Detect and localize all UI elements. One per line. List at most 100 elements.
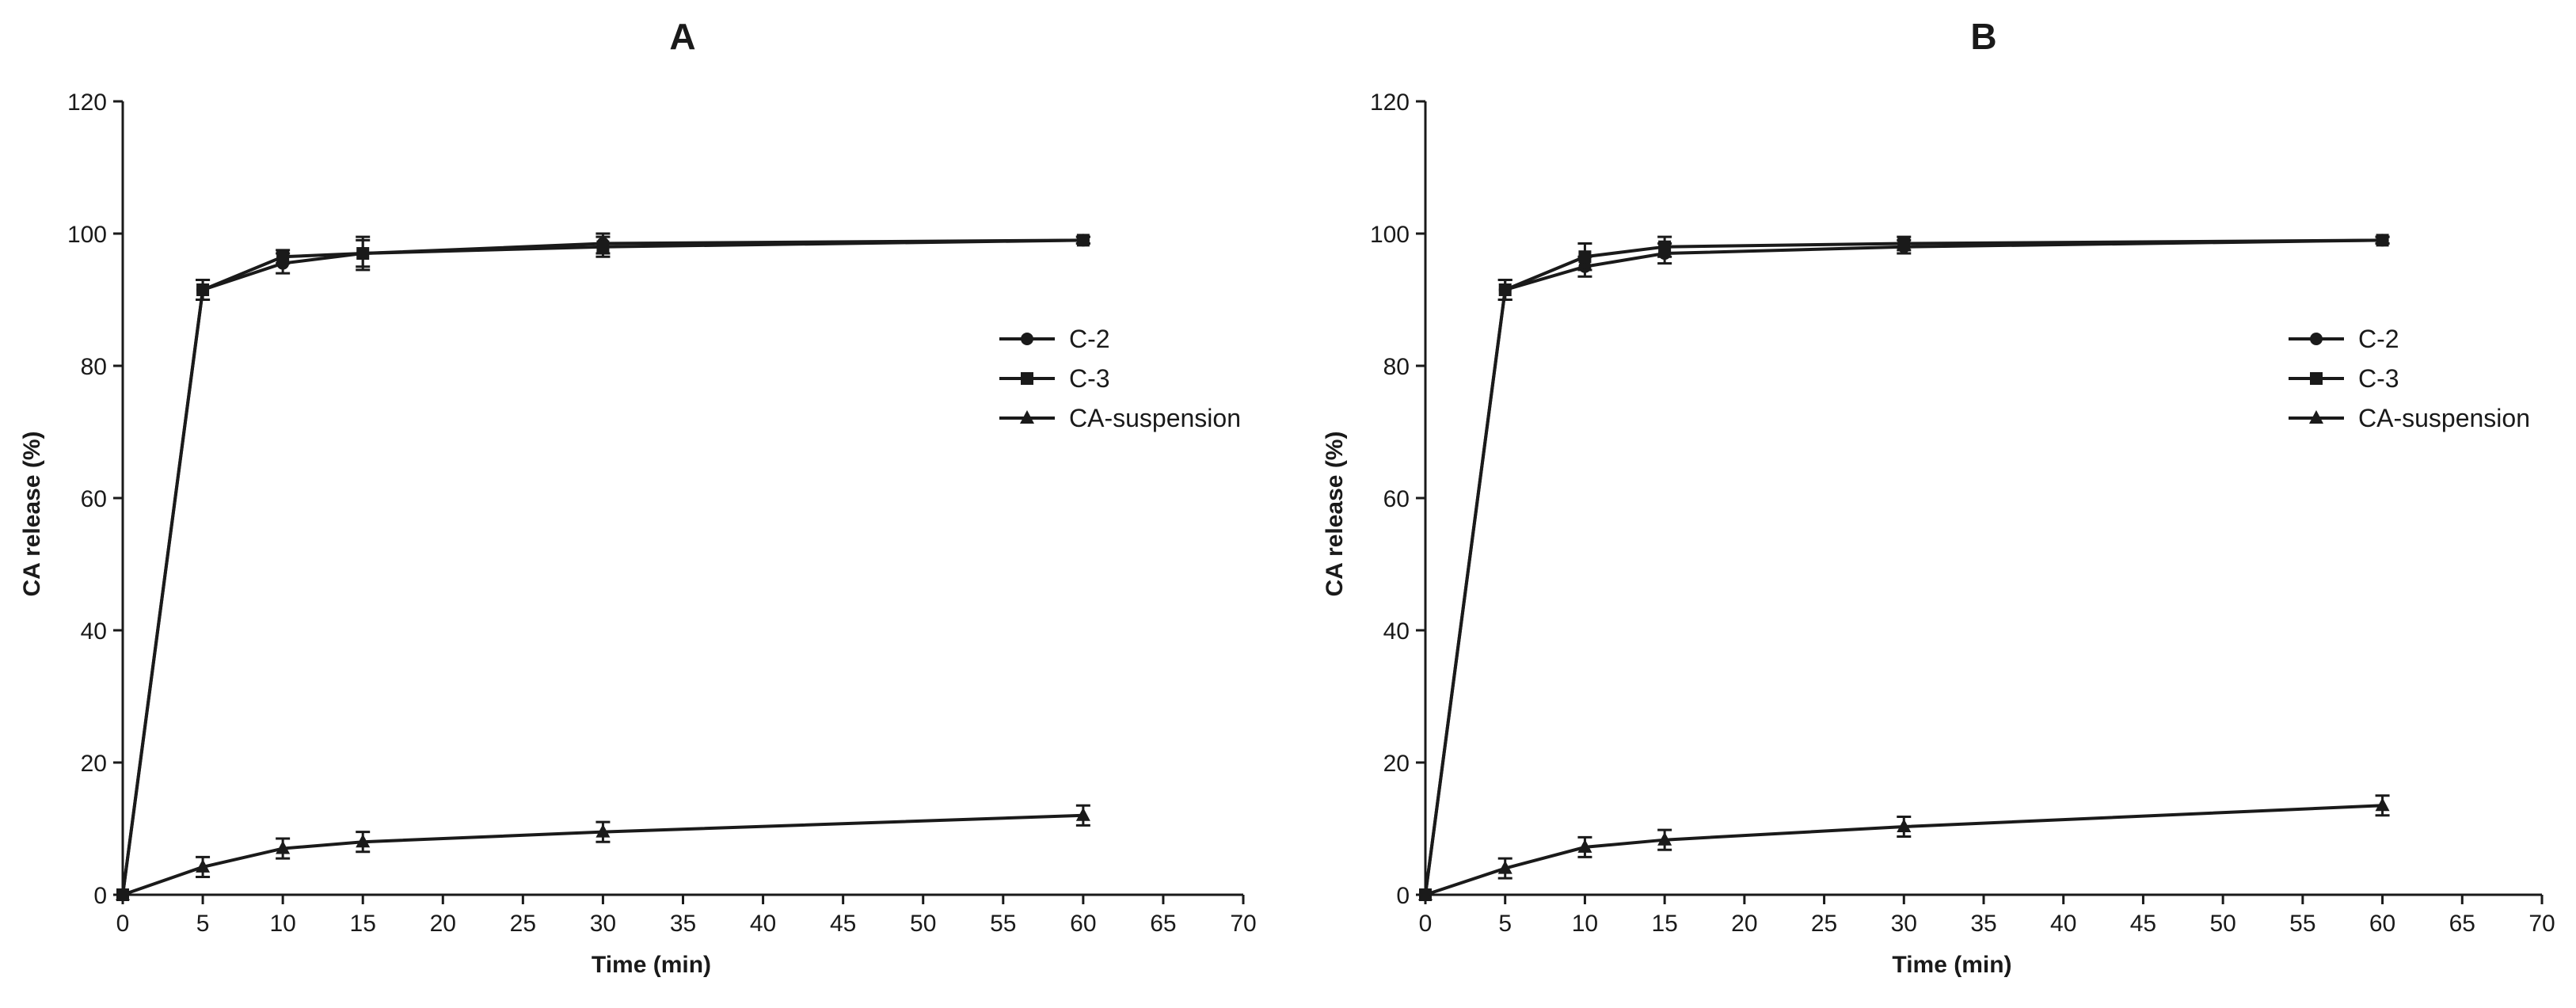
- legend-marker: [2310, 333, 2323, 345]
- data-point: [1657, 831, 1672, 846]
- x-tick-label: 70: [1230, 911, 1256, 937]
- series-c-2: [1419, 234, 2390, 901]
- data-point: [1658, 240, 1672, 253]
- data-point: [1418, 887, 1433, 900]
- series-line: [121, 238, 1083, 896]
- x-tick-label: 5: [1498, 911, 1512, 937]
- y-tick-label: 40: [1383, 618, 1410, 645]
- x-tick-label: 20: [1731, 911, 1757, 937]
- legend-label: CA-suspension: [1069, 404, 1241, 432]
- x-tick-label: 10: [1572, 911, 1598, 937]
- x-tick-label: 15: [1651, 911, 1677, 937]
- x-tick-label: 50: [910, 911, 936, 937]
- y-tick-label: 100: [1370, 222, 1410, 248]
- y-tick-label: 0: [1396, 883, 1410, 909]
- x-tick-label: 50: [2209, 911, 2235, 937]
- series-line: [121, 238, 1083, 896]
- x-tick-label: 5: [196, 911, 210, 937]
- data-point: [356, 247, 370, 261]
- x-tick-label: 25: [510, 911, 536, 937]
- chart-panel-1: A 0 5 10 15 20 25 30 35 40 45 50 55 60 65 70 0 20 40 60 80 10…: [19, 16, 1257, 978]
- series-c-3: [1419, 234, 2390, 901]
- x-tick-label: 15: [350, 911, 376, 937]
- legend-label: C-2: [2358, 325, 2399, 353]
- series-ca-suspension: [1418, 794, 2390, 900]
- data-point: [1075, 807, 1090, 821]
- data-point: [2375, 797, 2390, 812]
- x-tick-label: 65: [1150, 911, 1176, 937]
- x-tick-label: 40: [2050, 911, 2076, 937]
- legend-marker: [1020, 410, 1034, 424]
- x-axis-label: Time (min): [1892, 952, 2011, 978]
- x-tick-label: 35: [670, 911, 696, 937]
- data-point: [1497, 860, 1512, 874]
- legend-label: C-3: [2358, 364, 2399, 393]
- x-tick-label: 35: [1970, 911, 1996, 937]
- series-ca-suspension: [116, 804, 1090, 900]
- legend-marker: [1021, 372, 1033, 385]
- legend: C-2 C-3 CA-suspension: [999, 325, 1241, 432]
- legend-label: C-3: [1069, 364, 1110, 393]
- data-point: [1577, 839, 1592, 853]
- x-tick-label: 0: [1419, 911, 1433, 937]
- y-tick-label: 40: [81, 618, 107, 645]
- y-axis-label: CA release (%): [19, 432, 45, 597]
- data-point: [1897, 818, 1912, 832]
- chart-title: B: [1970, 16, 1996, 57]
- data-point: [1578, 250, 1592, 264]
- series-c-2: [116, 232, 1090, 901]
- chart-panel-2: B 0 5 10 15 20 25 30 35 40 45 50 55 60 65 70 0 20 40 60 80 10…: [1322, 16, 2555, 978]
- data-point: [196, 283, 210, 296]
- data-point: [2376, 234, 2389, 247]
- x-tick-label: 45: [2130, 911, 2156, 937]
- legend-label: C-2: [1069, 325, 1110, 353]
- legend: C-2 C-3 CA-suspension: [2289, 325, 2530, 432]
- x-tick-label: 25: [1811, 911, 1837, 937]
- data-point: [356, 834, 371, 848]
- legend-label: CA-suspension: [2358, 404, 2530, 432]
- legend-marker: [1021, 333, 1033, 345]
- x-tick-label: 55: [990, 911, 1016, 937]
- y-tick-label: 60: [1383, 486, 1410, 512]
- x-tick-label: 45: [830, 911, 856, 937]
- y-axis-label: CA release (%): [1322, 432, 1348, 597]
- x-tick-label: 0: [116, 911, 130, 937]
- x-tick-label: 30: [590, 911, 616, 937]
- x-tick-label: 55: [2289, 911, 2315, 937]
- chart-title: A: [669, 16, 695, 57]
- x-tick-label: 60: [2369, 911, 2395, 937]
- data-point: [1498, 283, 1512, 296]
- data-point: [276, 840, 291, 854]
- x-tick-label: 30: [1891, 911, 1917, 937]
- legend-marker: [2309, 410, 2323, 424]
- x-tick-label: 20: [430, 911, 456, 937]
- y-tick-label: 20: [81, 751, 107, 777]
- data-point: [596, 240, 610, 253]
- data-point: [276, 250, 290, 264]
- x-tick-label: 40: [750, 911, 776, 937]
- data-point: [1897, 237, 1911, 250]
- series-line: [122, 813, 1083, 896]
- y-tick-label: 120: [1370, 89, 1410, 116]
- x-tick-label: 10: [269, 911, 295, 937]
- y-tick-label: 60: [81, 486, 107, 512]
- data-point: [1076, 234, 1090, 247]
- data-point: [196, 858, 211, 873]
- legend-marker: [2310, 372, 2323, 385]
- series-line: [1425, 804, 2383, 896]
- y-tick-label: 80: [1383, 354, 1410, 380]
- y-tick-label: 80: [81, 354, 107, 380]
- x-tick-label: 70: [2528, 911, 2555, 937]
- x-axis-label: Time (min): [592, 952, 711, 978]
- y-tick-label: 20: [1383, 751, 1410, 777]
- series-line: [1424, 238, 2383, 896]
- y-tick-label: 100: [67, 222, 107, 248]
- data-point: [595, 824, 611, 838]
- x-tick-label: 65: [2449, 911, 2475, 937]
- series-c-3: [116, 234, 1090, 901]
- y-tick-label: 120: [67, 89, 107, 116]
- data-point: [116, 887, 130, 900]
- series-line: [1424, 238, 2383, 896]
